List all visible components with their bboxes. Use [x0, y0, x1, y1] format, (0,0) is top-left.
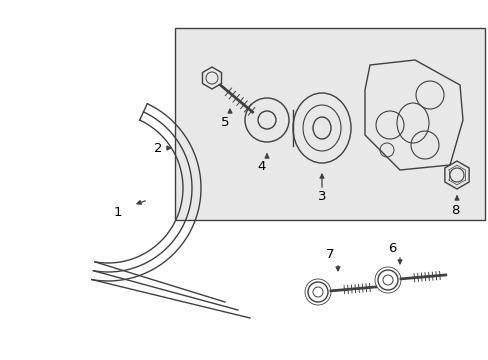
Text: 2: 2 — [153, 141, 162, 154]
Text: 5: 5 — [220, 116, 229, 129]
Bar — [175, 28, 484, 220]
Text: 7: 7 — [325, 248, 334, 261]
Text: 3: 3 — [317, 189, 325, 202]
Text: 4: 4 — [257, 159, 265, 172]
Text: 6: 6 — [387, 242, 395, 255]
Text: 1: 1 — [114, 206, 122, 219]
Text: 8: 8 — [450, 203, 458, 216]
